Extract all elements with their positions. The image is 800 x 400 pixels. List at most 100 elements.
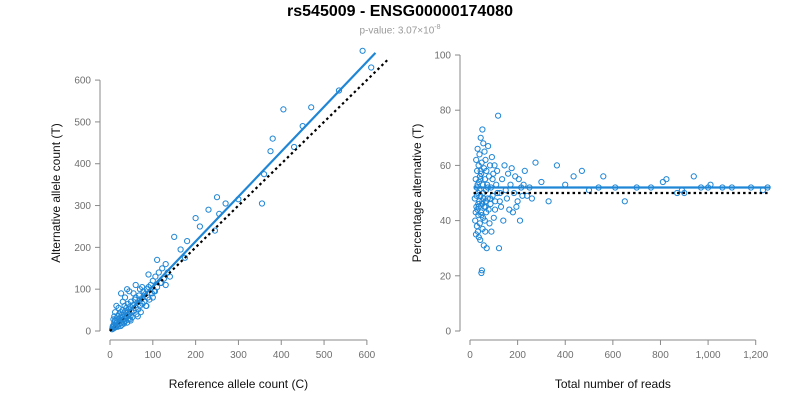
plot2-data-point bbox=[473, 156, 480, 163]
plot2-data-point bbox=[477, 236, 484, 243]
plot2-data-point bbox=[474, 228, 481, 235]
plot1-data-point bbox=[177, 246, 184, 253]
plot1-data-point bbox=[258, 200, 266, 207]
chart-title: rs545009 - ENSG00000174080 bbox=[287, 3, 513, 20]
plot1-data-point bbox=[155, 269, 162, 276]
plot2-y-tick-label: 60 bbox=[440, 161, 452, 172]
plot2-data-point bbox=[485, 143, 492, 150]
plot1-data-point bbox=[152, 273, 159, 280]
plot2-data-point bbox=[553, 162, 561, 169]
plot2-data-point bbox=[659, 178, 667, 186]
plot2-data-point bbox=[477, 176, 484, 183]
plot1-data-point bbox=[267, 148, 274, 155]
plot2-x-tick-label: 200 bbox=[509, 350, 526, 361]
plot2-data-point bbox=[681, 189, 688, 197]
plot2-data-point bbox=[474, 145, 481, 152]
plot1-data-point bbox=[205, 206, 212, 213]
plot2-data-point bbox=[487, 195, 494, 202]
plot2-data-point bbox=[482, 228, 489, 235]
plot2-y-tick-label: 40 bbox=[440, 216, 452, 227]
plot2-data-point bbox=[538, 178, 545, 186]
chart-subtitle: p-value: 3.07×10-8 bbox=[0, 24, 800, 36]
plot2-data-point bbox=[490, 214, 497, 221]
plot1-data-point bbox=[154, 256, 161, 263]
plot1-data-point bbox=[143, 302, 150, 309]
plot2-data-point bbox=[482, 156, 489, 163]
plot2-data-point bbox=[515, 176, 522, 183]
plot2-data-point bbox=[506, 206, 513, 213]
plot2-data-point bbox=[674, 189, 681, 197]
plot2-data-point bbox=[482, 203, 489, 210]
plot1-data-point bbox=[121, 294, 129, 301]
plot2-data-point bbox=[663, 176, 670, 183]
plot2-data-point bbox=[532, 159, 539, 166]
plot1-data-point bbox=[134, 313, 141, 320]
plot2-data-point bbox=[516, 217, 524, 224]
plot2-y-tick-label: 80 bbox=[440, 106, 452, 117]
plot2-data-point bbox=[476, 220, 483, 227]
plot2-data-point bbox=[514, 198, 521, 205]
plot1-data-point bbox=[269, 135, 276, 142]
plot1-data-point bbox=[126, 288, 133, 295]
plot2-data-point bbox=[501, 162, 508, 169]
plot1-y-tick-label: 0 bbox=[85, 327, 91, 338]
plot1-x-tick-label: 300 bbox=[230, 350, 247, 361]
plot2-data-point bbox=[481, 148, 488, 155]
plot1-data-point bbox=[308, 104, 315, 111]
plot1-data-point bbox=[121, 320, 128, 327]
plot1-data-point bbox=[139, 284, 146, 291]
plot2-data-point bbox=[472, 209, 479, 216]
plot1-data-point bbox=[184, 238, 191, 245]
plot1-data-point bbox=[192, 215, 199, 222]
plot2-data-point bbox=[479, 198, 486, 205]
plot2-x-tick-label: 600 bbox=[605, 350, 622, 361]
plot2-data-point bbox=[472, 217, 479, 224]
plot2-x-tick-label: 1,200 bbox=[743, 350, 768, 361]
plot2-data-point bbox=[492, 198, 499, 205]
plot1-data-point bbox=[162, 261, 169, 268]
plot2-data-point bbox=[488, 154, 495, 161]
plot2-data-point bbox=[486, 220, 493, 227]
plot1-data-point bbox=[110, 316, 117, 323]
plot2-y-tick-label: 0 bbox=[445, 327, 451, 338]
plot1-data-point bbox=[112, 309, 119, 316]
plot1-y-tick-label: 200 bbox=[74, 243, 91, 254]
plot2-data-point bbox=[476, 151, 483, 158]
plot1-data-point bbox=[181, 254, 188, 261]
plot2-data-point bbox=[494, 189, 501, 197]
plot1-data-point bbox=[118, 290, 125, 297]
plot2-data-point bbox=[481, 176, 489, 183]
plot2-data-point bbox=[510, 189, 518, 197]
plot2-data-point bbox=[478, 267, 485, 274]
plot1-data-point bbox=[137, 309, 144, 316]
plot2-x-tick-label: 800 bbox=[652, 350, 669, 361]
plot2-data-point bbox=[512, 173, 519, 180]
subtitle-exponent: -8 bbox=[434, 24, 441, 31]
plot2-data-point bbox=[524, 192, 531, 199]
plot1-data-point bbox=[127, 312, 134, 319]
plot2-data-point bbox=[491, 206, 499, 213]
plot2-data-point bbox=[600, 173, 607, 180]
plot1-data-point bbox=[151, 288, 159, 295]
plot1-data-point bbox=[132, 294, 139, 301]
plot2-y-tick-label: 20 bbox=[440, 271, 452, 282]
subtitle-prefix: p-value: 3.07×10 bbox=[359, 25, 435, 37]
plot1-data-point bbox=[171, 233, 178, 240]
plot2-data-point bbox=[483, 245, 490, 252]
plot2-data-point bbox=[497, 203, 505, 210]
plot2-data-point bbox=[509, 209, 517, 216]
plot2-data-point bbox=[489, 176, 496, 183]
plot2-data-point bbox=[578, 167, 586, 174]
plot2-data-point bbox=[477, 167, 484, 174]
plot1-y-tick-label: 300 bbox=[74, 201, 91, 212]
plot1-data-point bbox=[162, 281, 169, 289]
plot1-data-point bbox=[335, 87, 343, 94]
plot1-y-tick-label: 600 bbox=[74, 76, 91, 87]
plot2-x-axis-title: Total number of reads bbox=[555, 377, 671, 391]
plot1-data-point bbox=[111, 313, 118, 320]
plot1-x-tick-label: 600 bbox=[359, 350, 376, 361]
plot1-y-tick-label: 400 bbox=[74, 159, 91, 170]
plot2-data-point bbox=[480, 140, 487, 147]
plot1-data-point bbox=[291, 143, 298, 151]
